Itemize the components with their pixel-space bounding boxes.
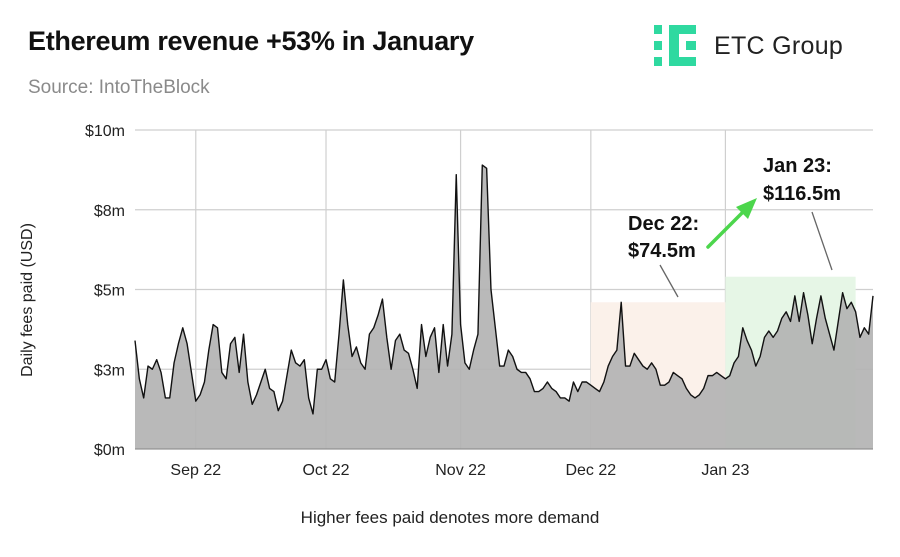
fees-area (135, 165, 873, 449)
x-tick-label: Dec 22 (565, 462, 616, 479)
y-tick-label: $8m (94, 203, 125, 220)
x-tick-label: Sep 22 (170, 462, 221, 479)
growth-arrow-head (736, 198, 757, 219)
x-tick-label: Oct 22 (302, 462, 349, 479)
etc-logo-icon (654, 25, 696, 66)
x-tick-label: Nov 22 (435, 462, 486, 479)
growth-arrow-shaft (706, 209, 746, 249)
x-tick-label: Jan 23 (701, 462, 749, 479)
chart-title: Ethereum revenue +53% in January (28, 26, 474, 56)
y-tick-label: $5m (94, 283, 125, 300)
x-axis-caption: Higher fees paid denotes more demand (300, 508, 600, 527)
chart-source: Source: IntoTheBlock (28, 77, 210, 98)
annotation-jan-value: $116.5m (763, 183, 841, 205)
y-tick-label: $3m (94, 362, 125, 379)
fees-line (134, 164, 874, 415)
etc-group-logo: ETC Group (652, 22, 872, 72)
annotation-dec-title: Dec 22: (628, 213, 699, 235)
logo-text: ETC Group (714, 32, 844, 60)
y-tick-label: $0m (94, 442, 125, 459)
annotation-jan-title: Jan 23: (763, 155, 832, 177)
annotation-jan-leader (811, 211, 833, 271)
annotation-dec-value: $74.5m (628, 240, 696, 262)
annotation-dec-leader (659, 264, 679, 298)
y-tick-label: $10m (85, 123, 125, 140)
